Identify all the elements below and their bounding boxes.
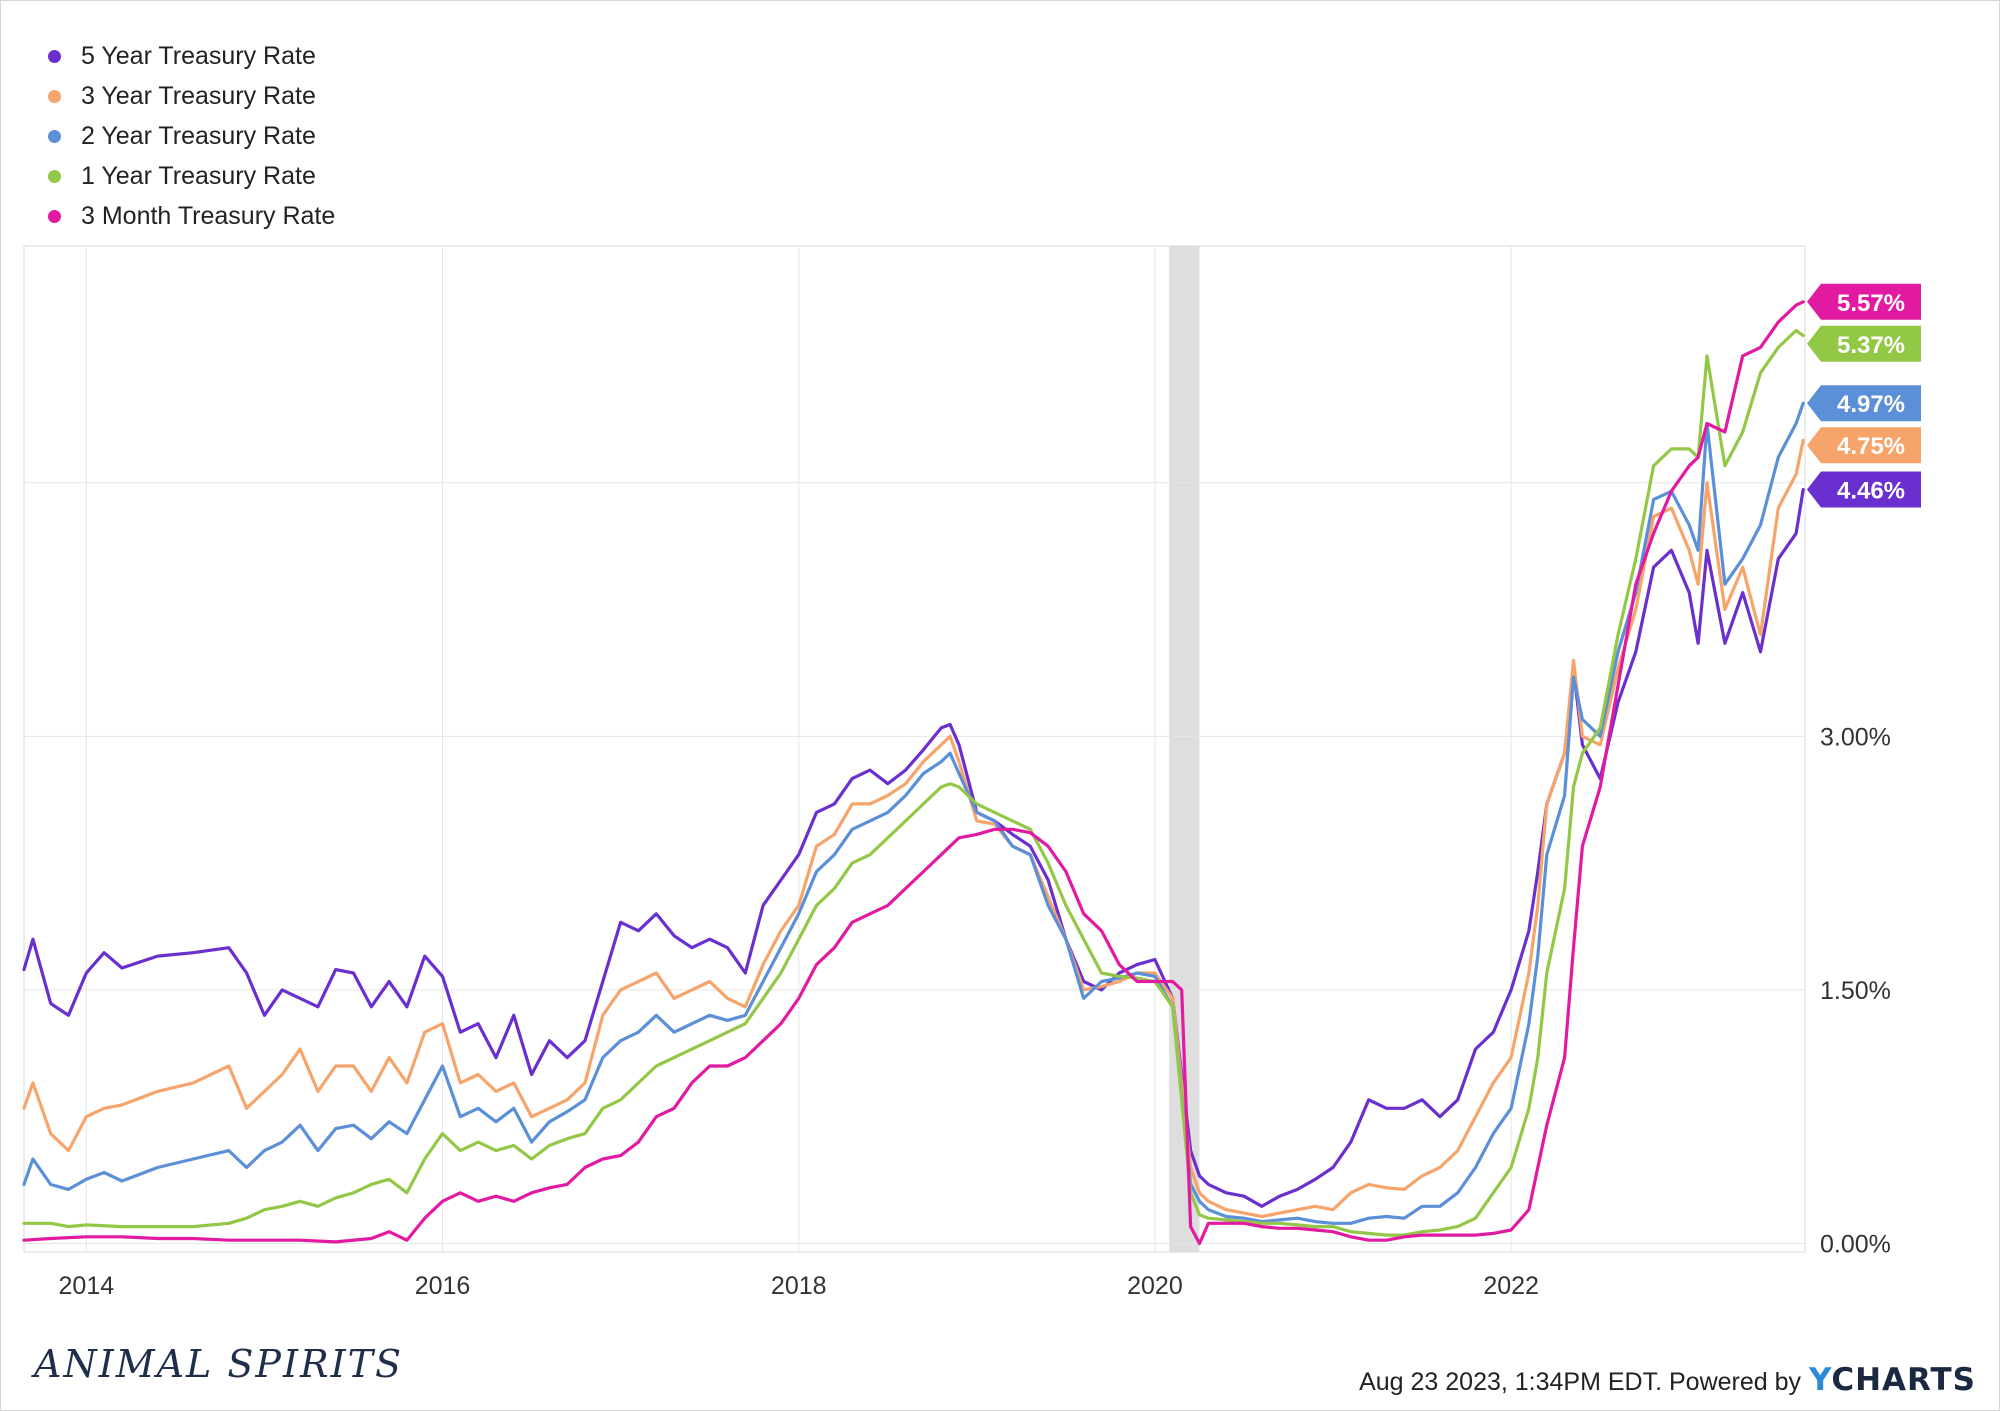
legend-dot-3-year [48, 89, 61, 103]
plot-area-border [23, 245, 1806, 1253]
series-line-3-year-treasury-rate [22, 438, 1805, 1219]
x-tick-label: 2018 [771, 1272, 827, 1300]
ycharts-logo-rest: CHARTS [1831, 1362, 1976, 1398]
y-tick-label: 1.50% [1820, 977, 1891, 1005]
series-line-3-month-treasury-rate [22, 300, 1805, 1246]
legend-item-5-year[interactable]: 5 Year Treasury Rate [48, 36, 335, 76]
ycharts-logo[interactable]: YCHARTS [1809, 1362, 1976, 1398]
legend-dot-3-month [48, 209, 61, 223]
y-tick-label: 0.00% [1820, 1231, 1891, 1259]
end-value-label: 4.97% [1837, 391, 1905, 418]
legend-item-1-year[interactable]: 1 Year Treasury Rate [48, 156, 335, 196]
animal-spirits-logo: ANIMAL SPIRITS [34, 1342, 403, 1386]
legend-label: 5 Year Treasury Rate [81, 41, 316, 70]
end-value-flag [1807, 471, 1921, 508]
chart-legend: 5 Year Treasury Rate 3 Year Treasury Rat… [48, 36, 335, 236]
end-value-label: 5.37% [1837, 332, 1905, 359]
x-tick-label: 2022 [1483, 1272, 1539, 1300]
series-line-1-year-treasury-rate [22, 328, 1805, 1237]
y-tick-label: 3.00% [1820, 723, 1891, 751]
series-line-5-year-treasury-rate [22, 487, 1805, 1208]
chart-footer: Aug 23 2023, 1:34PM EDT. Powered by YCHA… [1359, 1362, 1976, 1398]
ycharts-logo-y: Y [1809, 1362, 1832, 1398]
legend-item-3-year[interactable]: 3 Year Treasury Rate [48, 76, 335, 116]
legend-label: 2 Year Treasury Rate [81, 121, 316, 150]
legend-label: 3 Year Treasury Rate [81, 81, 316, 110]
legend-label: 1 Year Treasury Rate [81, 161, 316, 190]
legend-label: 3 Month Treasury Rate [81, 201, 336, 230]
x-tick-label: 2016 [415, 1272, 471, 1300]
legend-dot-5-year [48, 49, 61, 63]
end-value-flag [1807, 427, 1921, 464]
legend-dot-2-year [48, 129, 61, 143]
legend-item-2-year[interactable]: 2 Year Treasury Rate [48, 116, 335, 156]
end-value-flag [1807, 385, 1921, 422]
series-line-2-year-treasury-rate [22, 401, 1805, 1225]
x-tick-label: 2020 [1127, 1272, 1183, 1300]
legend-dot-1-year [48, 169, 61, 183]
end-value-flag [1807, 325, 1921, 362]
end-value-label: 4.75% [1837, 433, 1905, 460]
end-value-flag [1807, 283, 1921, 320]
timestamp-text: Aug 23 2023, 1:34PM EDT. Powered by [1359, 1368, 1802, 1396]
x-tick-label: 2014 [59, 1272, 115, 1300]
end-value-label: 4.46% [1837, 477, 1905, 504]
end-value-label: 5.57% [1837, 290, 1905, 317]
legend-item-3-month[interactable]: 3 Month Treasury Rate [48, 196, 335, 236]
